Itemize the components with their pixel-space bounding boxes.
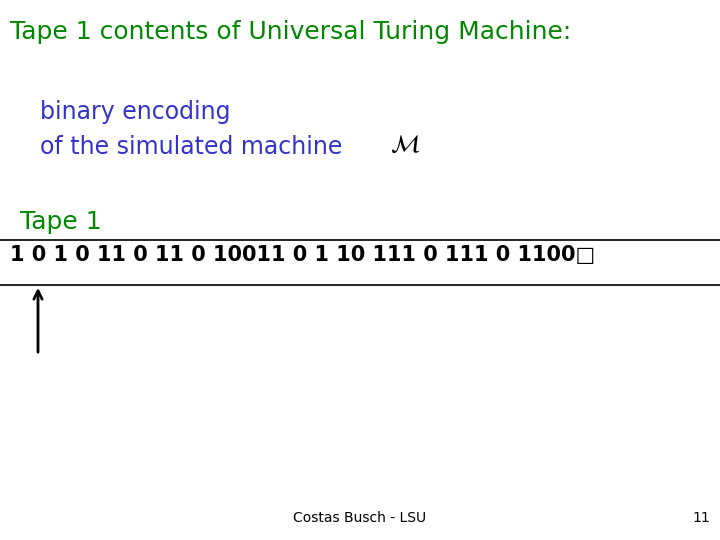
Text: $\mathcal{M}$: $\mathcal{M}$ — [390, 133, 420, 157]
Text: Costas Busch - LSU: Costas Busch - LSU — [294, 511, 426, 525]
Text: of the simulated machine: of the simulated machine — [40, 135, 343, 159]
Text: Tape 1: Tape 1 — [20, 210, 102, 234]
Text: 1 0 1 0 11 0 11 0 10011 0 1 10 111 0 111 0 1100□: 1 0 1 0 11 0 11 0 10011 0 1 10 111 0 111… — [10, 245, 595, 265]
Text: 11: 11 — [692, 511, 710, 525]
Text: Tape 1 contents of Universal Turing Machine:: Tape 1 contents of Universal Turing Mach… — [10, 20, 571, 44]
Text: binary encoding: binary encoding — [40, 100, 230, 124]
